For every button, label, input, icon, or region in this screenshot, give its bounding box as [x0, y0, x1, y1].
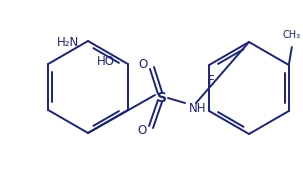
- Text: NH: NH: [189, 102, 207, 115]
- Text: HO: HO: [97, 56, 115, 69]
- Text: CH₃: CH₃: [283, 30, 301, 40]
- Text: S: S: [157, 91, 167, 105]
- Text: H₂N: H₂N: [57, 36, 79, 49]
- Text: F: F: [208, 75, 215, 88]
- Text: O: O: [137, 124, 147, 137]
- Text: O: O: [138, 57, 148, 70]
